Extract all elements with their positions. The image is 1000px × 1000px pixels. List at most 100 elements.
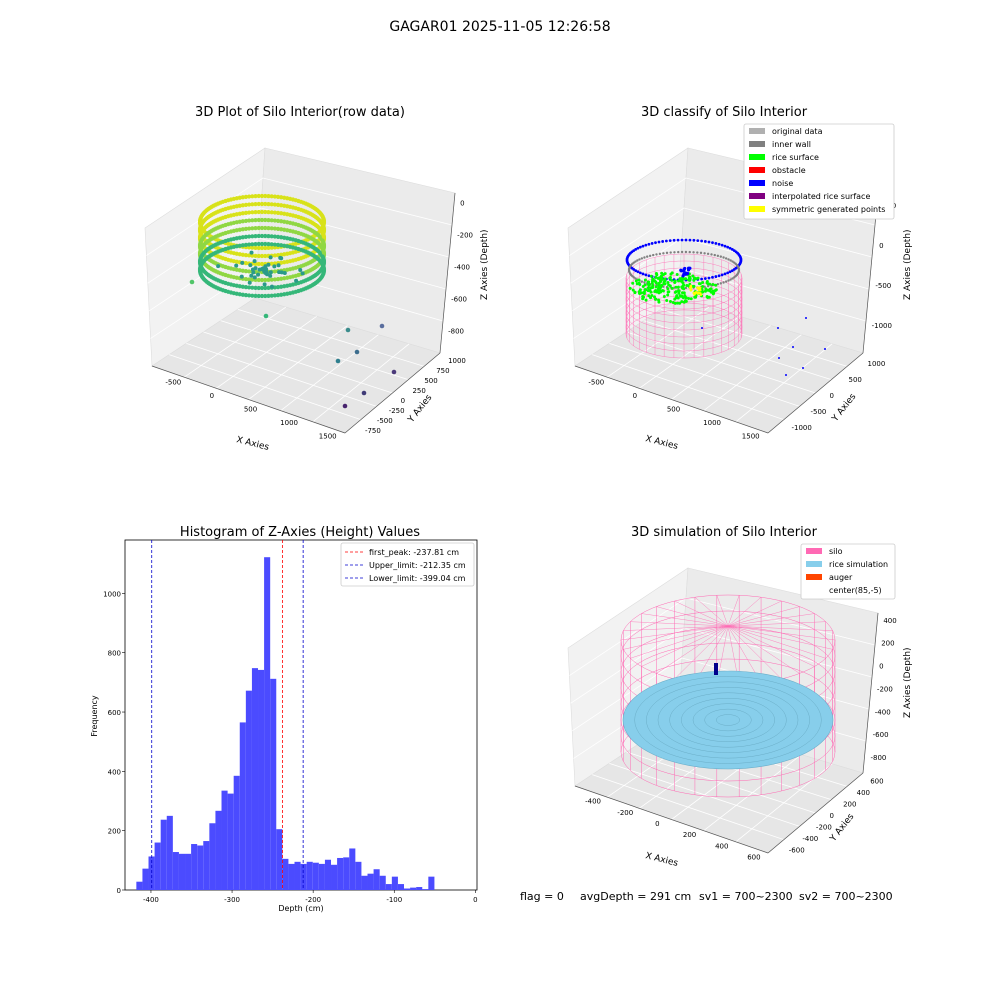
- classify-wall-point: [669, 251, 671, 253]
- classify-noise-point: [651, 242, 654, 245]
- classify-legend-swatch: [749, 193, 765, 199]
- simulation-legend-swatch: [806, 574, 822, 580]
- classify-noise-point: [724, 272, 727, 275]
- simulation-y-tick: 200: [843, 801, 856, 809]
- classify-z-tick: -500: [875, 282, 891, 290]
- classify-wall-point: [720, 255, 722, 257]
- classify-noise-point: [704, 240, 707, 243]
- raw-3d-zlabel: Z Axies (Depth): [480, 229, 490, 300]
- classify-surface-point: [652, 278, 655, 281]
- raw-point: [256, 273, 260, 277]
- raw-point: [263, 271, 267, 275]
- raw-point: [322, 267, 326, 271]
- status-sv1: sv1 = 700~2300: [699, 890, 793, 903]
- raw-point: [262, 267, 266, 271]
- simulation-y-tick: -400: [802, 835, 818, 843]
- histogram-bar: [428, 877, 434, 890]
- classify-noise-point: [711, 276, 714, 279]
- classify-surface-point: [650, 294, 653, 297]
- raw-point: [277, 263, 281, 267]
- classify-noise-point: [644, 244, 647, 247]
- classify-noise-point: [692, 239, 695, 242]
- histogram-bar: [246, 691, 252, 890]
- classify-wall-point: [722, 256, 724, 258]
- classify-wall-point: [725, 280, 727, 282]
- classify-noise-point: [708, 241, 711, 244]
- histogram-frame: [125, 540, 477, 890]
- simulation-legend-label: rice simulation: [829, 560, 888, 569]
- classify-legend-swatch: [749, 141, 765, 147]
- classify-wall-point: [727, 279, 729, 281]
- histogram-bar: [398, 884, 404, 890]
- classify-wall-point: [646, 255, 648, 257]
- classify-surface-point: [659, 285, 662, 288]
- raw-outlier-point: [380, 324, 385, 329]
- classify-surface-point: [689, 277, 692, 280]
- classify-3d-zlabel: Z Axies (Depth): [903, 229, 913, 300]
- raw-point: [253, 275, 257, 279]
- classify-surface-point: [694, 296, 697, 299]
- simulation-z-tick: 0: [879, 663, 883, 671]
- classify-surface-point: [685, 284, 688, 287]
- histogram-bar: [173, 852, 179, 890]
- histogram-legend-label: first_peak: -237.81 cm: [369, 548, 459, 557]
- classify-noise-point: [714, 242, 717, 245]
- histogram-bar: [319, 864, 325, 890]
- classify-y-tick: 0: [830, 392, 834, 400]
- histogram-x-tick-label: -400: [143, 896, 159, 904]
- classify-wall-point: [643, 256, 645, 258]
- classify-wall-point: [689, 251, 691, 253]
- simulation-3d-xlabel: X Axies: [644, 851, 679, 869]
- histogram-legend: first_peak: -237.81 cmUpper_limit: -212.…: [341, 543, 474, 586]
- classify-legend-swatch: [749, 167, 765, 173]
- classify-surface-point: [654, 276, 657, 279]
- classify-noise-point: [700, 278, 703, 281]
- classify-noise-point: [673, 239, 676, 242]
- histogram-legend-label: Lower_limit: -399.04 cm: [369, 574, 466, 583]
- classify-noise-point: [721, 273, 724, 276]
- raw-y-tick: -750: [365, 427, 381, 435]
- classify-surface-point: [671, 287, 674, 290]
- classify-x-tick: 500: [667, 406, 680, 414]
- classify-noise-point: [729, 270, 732, 273]
- classify-surface-point: [647, 284, 650, 287]
- classify-noise-point: [802, 367, 804, 369]
- classify-noise-point: [648, 243, 651, 246]
- panel-classify-3d: 3D classify of Silo Interior -5000500100…: [568, 105, 913, 452]
- raw-point: [269, 255, 273, 259]
- histogram-bar: [343, 857, 349, 890]
- classify-wall-point: [641, 257, 643, 259]
- classify-surface-point: [666, 281, 669, 284]
- raw-x-tick: -500: [165, 379, 181, 387]
- classify-surface-point: [665, 299, 668, 302]
- classify-legend-swatch: [749, 180, 765, 186]
- classify-surface-point: [683, 301, 686, 304]
- raw-outlier-point: [190, 280, 195, 285]
- classify-surface-point: [658, 282, 661, 285]
- raw-point: [301, 271, 305, 275]
- classify-legend-label: obstacle: [772, 166, 806, 175]
- classify-surface-point: [653, 290, 656, 293]
- classify-legend-label: noise: [772, 179, 793, 188]
- histogram-bar: [270, 679, 276, 890]
- classify-x-tick: 1000: [703, 419, 721, 427]
- classify-surface-point: [677, 292, 680, 295]
- simulation-y-tick: 0: [830, 812, 834, 820]
- panel-raw-3d: 3D Plot of Silo Interior(row data) -5000…: [145, 105, 490, 453]
- classify-surface-point: [647, 286, 650, 289]
- raw-y-tick: 1000: [448, 357, 466, 365]
- histogram-x-tick-label: -200: [305, 896, 321, 904]
- raw-point: [298, 268, 302, 272]
- classify-noise-point: [805, 317, 807, 319]
- raw-point: [263, 282, 267, 286]
- histogram-bar: [301, 864, 307, 890]
- histogram-bar: [203, 841, 209, 890]
- classify-noise-point: [681, 239, 684, 242]
- histogram-y-tick-label: 400: [108, 768, 121, 776]
- classify-surface-point: [706, 289, 709, 292]
- classify-noise-point: [685, 239, 688, 242]
- histogram-bars: [136, 557, 434, 890]
- histogram-y-tick-label: 200: [108, 828, 121, 836]
- classify-surface-point: [639, 292, 642, 295]
- classify-wall-point: [659, 253, 661, 255]
